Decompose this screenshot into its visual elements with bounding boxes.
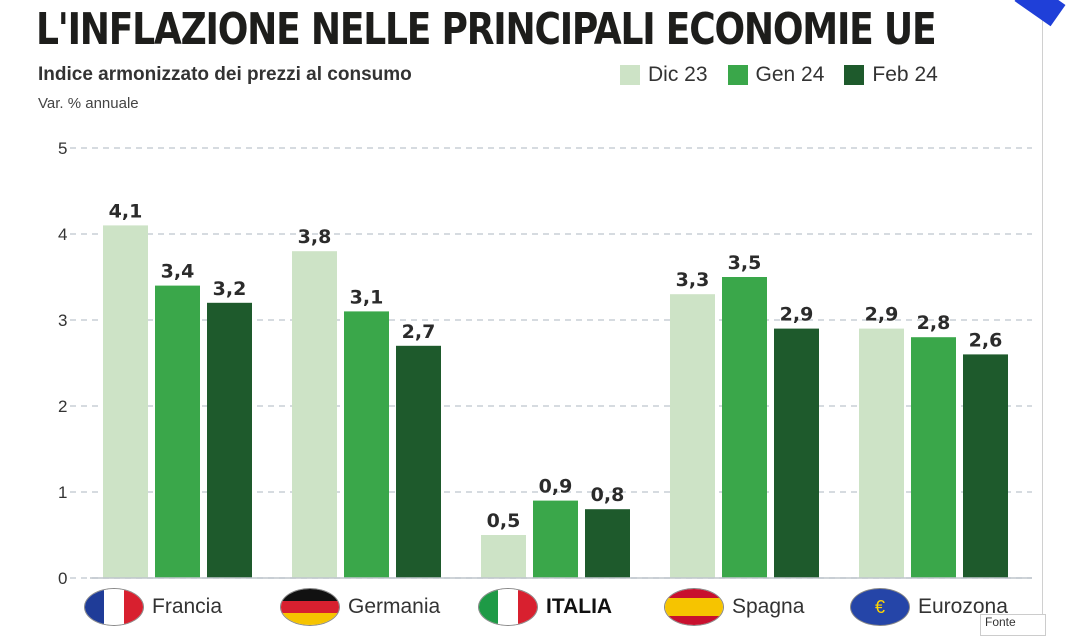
bar bbox=[207, 302, 252, 578]
category-eurozona: € Eurozona bbox=[850, 588, 1008, 626]
data-label: 2,9 bbox=[780, 304, 814, 326]
bar bbox=[292, 251, 337, 578]
italy-flag-icon bbox=[478, 588, 538, 626]
chart-frame: L'INFLAZIONE NELLE PRINCIPALI ECONOMIE U… bbox=[36, 4, 1040, 630]
bar bbox=[670, 294, 715, 578]
data-label: 3,3 bbox=[676, 269, 710, 291]
data-label: 3,5 bbox=[728, 252, 762, 274]
y-tick-label: 4 bbox=[58, 225, 67, 244]
category-francia: Francia bbox=[84, 588, 222, 626]
legend-item-gen24: Gen 24 bbox=[727, 63, 825, 87]
category-label-spagna: Spagna bbox=[732, 595, 805, 618]
data-label: 0,9 bbox=[539, 476, 573, 498]
data-label: 3,8 bbox=[298, 226, 332, 248]
category-label-italia: ITALIA bbox=[546, 595, 613, 618]
data-label: 0,8 bbox=[591, 484, 625, 506]
category-italia: ITALIA bbox=[478, 588, 612, 626]
legend-item-dic23: Dic 23 bbox=[620, 63, 708, 87]
data-label: 2,7 bbox=[402, 321, 436, 343]
source-badge: Fonte bbox=[980, 614, 1046, 636]
bar bbox=[533, 500, 578, 578]
y-tick-label: 1 bbox=[58, 483, 67, 502]
category-label-germania: Germania bbox=[348, 595, 441, 618]
bar bbox=[911, 337, 956, 578]
data-label: 2,6 bbox=[969, 329, 1003, 351]
y-axis-unit: Var. % annuale bbox=[38, 95, 139, 112]
bar bbox=[722, 277, 767, 578]
bar-chart: 0 1 2 3 4 5 4,1 3,4 3,2 3,8 3,1 2,7 0,5 0,9 0,8 3,3 3,5 2… bbox=[58, 139, 1032, 588]
legend-label-dic23: Dic 23 bbox=[648, 63, 708, 86]
bar bbox=[585, 509, 630, 578]
legend-item-feb24: Feb 24 bbox=[844, 63, 938, 87]
bar bbox=[481, 535, 526, 578]
france-flag-icon bbox=[84, 588, 144, 626]
germany-flag-icon bbox=[280, 588, 340, 626]
eu-flag-icon: € bbox=[850, 588, 910, 626]
data-label: 3,4 bbox=[161, 261, 195, 283]
data-label: 2,9 bbox=[865, 304, 899, 326]
y-tick-label: 0 bbox=[58, 569, 67, 588]
data-label: 3,2 bbox=[213, 278, 247, 300]
legend: Dic 23 Gen 24 Feb 24 bbox=[620, 63, 938, 87]
legend-label-feb24: Feb 24 bbox=[872, 63, 938, 86]
category-label-francia: Francia bbox=[152, 595, 223, 618]
category-germania: Germania bbox=[280, 588, 440, 626]
data-label: 4,1 bbox=[109, 200, 143, 222]
bar bbox=[774, 328, 819, 578]
bar bbox=[155, 285, 200, 578]
category-label-eurozona: Eurozona bbox=[918, 595, 1008, 618]
legend-label-gen24: Gen 24 bbox=[755, 63, 825, 86]
spain-flag-icon bbox=[664, 588, 724, 626]
y-tick-label: 2 bbox=[58, 397, 67, 416]
data-label: 3,1 bbox=[350, 286, 384, 308]
page-edge bbox=[1042, 0, 1080, 630]
data-label: 0,5 bbox=[487, 510, 521, 532]
bar bbox=[859, 328, 904, 578]
bar bbox=[344, 311, 389, 578]
category-spagna: Spagna bbox=[664, 588, 804, 626]
bar bbox=[103, 225, 148, 578]
data-label: 2,8 bbox=[917, 312, 951, 334]
chart-subtitle: Indice armonizzato dei prezzi al consumo bbox=[38, 64, 412, 85]
bar bbox=[396, 345, 441, 578]
legend-swatch-feb24 bbox=[844, 65, 865, 85]
legend-swatch-dic23 bbox=[620, 65, 640, 85]
y-tick-label: 5 bbox=[58, 139, 67, 158]
bar bbox=[963, 354, 1008, 578]
y-tick-label: 3 bbox=[58, 311, 67, 330]
category-axis: Francia Germania ITALIA Spagna € Eurozon… bbox=[80, 588, 1040, 630]
legend-swatch-gen24 bbox=[727, 65, 748, 85]
chart-title: L'INFLAZIONE NELLE PRINCIPALI ECONOMIE U… bbox=[36, 4, 937, 55]
